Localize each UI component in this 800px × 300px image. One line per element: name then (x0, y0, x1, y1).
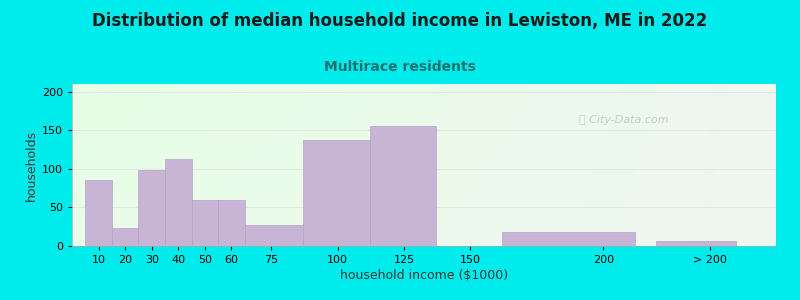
Text: Multirace residents: Multirace residents (324, 60, 476, 74)
Bar (218, 200, 245, 246)
Bar (245, 225, 303, 246)
Text: Distribution of median household income in Lewiston, ME in 2022: Distribution of median household income … (92, 12, 708, 30)
Bar (165, 159, 191, 246)
X-axis label: household income ($1000): household income ($1000) (340, 269, 508, 282)
Bar (502, 232, 635, 246)
Bar (112, 228, 138, 246)
Bar (657, 241, 736, 246)
Bar (86, 180, 112, 246)
Bar (370, 126, 436, 246)
Y-axis label: households: households (25, 129, 38, 201)
Bar (191, 200, 218, 246)
Bar (303, 140, 370, 246)
Bar (138, 170, 165, 246)
Text: ⓘ City-Data.com: ⓘ City-Data.com (579, 115, 669, 124)
